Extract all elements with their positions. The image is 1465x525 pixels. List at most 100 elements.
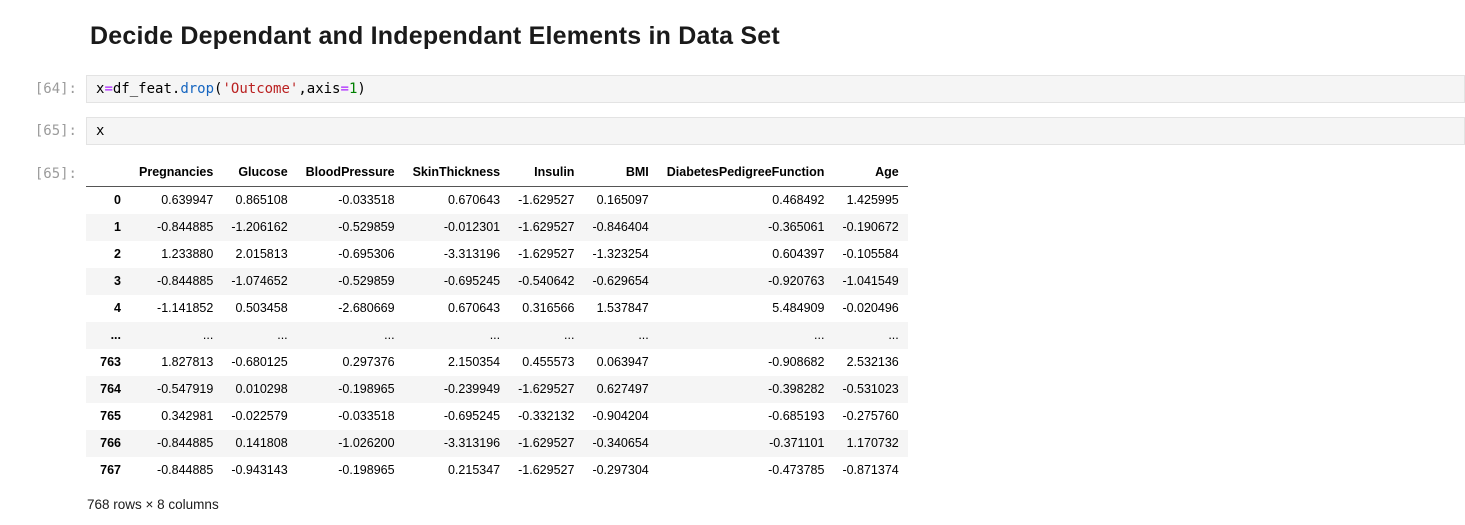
- code-token-plain: x: [96, 81, 105, 97]
- table-cell: -0.275760: [842, 409, 899, 423]
- index-header-cell: [86, 159, 130, 187]
- table-cell: -0.844885: [157, 436, 214, 450]
- table-cell: -1.323254: [592, 247, 649, 261]
- table-row: 0 0.639947 0.865108 -0.033518 0.670643 -1.629…: [86, 187, 908, 215]
- table-cell: -1.629527: [518, 436, 575, 450]
- table-cell: 0.141808: [235, 436, 288, 450]
- table-row: 2 1.233880 2.015813 -0.695306 -3.313196 -1.62…: [86, 241, 908, 268]
- table-cell: -0.685193: [768, 409, 825, 423]
- table-cell: -0.020496: [842, 301, 899, 315]
- table-row: 4 -1.141852 0.503458 -2.680669 0.670643 0.316…: [86, 295, 908, 322]
- row-index-cell: 763: [100, 355, 121, 369]
- table-cell: -0.844885: [157, 274, 214, 288]
- table-cell: -0.190672: [842, 220, 899, 234]
- row-index-cell: 766: [100, 436, 121, 450]
- row-index-cell: 3: [114, 274, 121, 288]
- code-token-string: 'Outcome': [222, 81, 299, 97]
- table-cell: -1.629527: [518, 220, 575, 234]
- table-cell: -0.943143: [231, 463, 288, 477]
- table-cell: 0.455573: [522, 355, 575, 369]
- table-cell: 2.150354: [447, 355, 501, 369]
- table-cell: -1.074652: [231, 274, 288, 288]
- code-token-number: 1: [348, 81, 358, 97]
- column-header: SkinThickness: [403, 159, 510, 187]
- table-row: 763 1.827813 -0.680125 0.297376 2.150354 0.45…: [86, 349, 908, 376]
- table-cell: 0.165097: [596, 193, 649, 207]
- table-cell: 0.503458: [235, 301, 288, 315]
- table-row: 1 -0.844885 -1.206162 -0.529859 -0.012301 -1.…: [86, 214, 908, 241]
- code-cells-container: [64]: x=df_feat.drop('Outcome',axis=1) [65…: [0, 75, 1465, 145]
- column-header: Insulin: [509, 159, 584, 187]
- table-row: 767 -0.844885 -0.943143 -0.198965 0.215347 -1…: [86, 457, 908, 484]
- table-cell: -0.022579: [231, 409, 288, 423]
- table-cell: -0.033518: [338, 193, 395, 207]
- notebook-page: Decide Dependant and Independant Element…: [0, 22, 1465, 512]
- table-cell: -1.629527: [518, 463, 575, 477]
- code-token-plain: (: [214, 81, 223, 97]
- table-cell: ...: [202, 328, 214, 342]
- table-cell: 0.063947: [596, 355, 649, 369]
- table-cell: -0.846404: [592, 220, 649, 234]
- code-cell: [65]: x: [0, 117, 1465, 145]
- table-cell: -0.105584: [842, 247, 899, 261]
- table-cell: -1.141852: [157, 301, 214, 315]
- table-cell: -0.365061: [768, 220, 825, 234]
- code-token-plain: x: [96, 123, 105, 139]
- table-cell: -0.371101: [769, 436, 825, 450]
- table-cell: -0.531023: [842, 382, 899, 396]
- table-cell: -2.680669: [338, 301, 395, 315]
- table-row: 764 -0.547919 0.010298 -0.198965 -0.239949 -1…: [86, 376, 908, 403]
- table-cell: 0.342981: [161, 409, 214, 423]
- table-cell: 0.604397: [772, 247, 825, 261]
- code-token-plain: .: [171, 81, 181, 97]
- code-token-function: drop: [180, 81, 215, 97]
- table-cell: -1.629527: [518, 247, 575, 261]
- code-token-operator: =: [104, 81, 113, 97]
- table-cell: -0.340654: [592, 436, 649, 450]
- table-cell: ...: [277, 328, 288, 342]
- table-cell: -1.629527: [518, 193, 575, 207]
- table-cell: -0.680125: [231, 355, 288, 369]
- table-cell: -0.547919: [157, 382, 214, 396]
- row-index-cell: 4: [114, 301, 121, 315]
- table-cell: -0.920763: [768, 274, 825, 288]
- table-cell: 1.827813: [161, 355, 214, 369]
- table-cell: 2.015813: [235, 247, 288, 261]
- table-cell: 0.865108: [235, 193, 288, 207]
- dataframe-body: 0 0.639947 0.865108 -0.033518 0.670643 -1.629…: [86, 187, 908, 485]
- row-index-cell: 2: [114, 247, 121, 261]
- table-cell: ...: [814, 328, 825, 342]
- table-cell: 1.425995: [846, 193, 899, 207]
- table-cell: -3.313196: [443, 247, 501, 261]
- output-area: [65]: Pregnancies Glucose BloodPressure Ski…: [0, 159, 1465, 512]
- code-token-operator: =: [340, 81, 349, 97]
- dataframe-table: Pregnancies Glucose BloodPressure SkinThick…: [86, 159, 908, 484]
- table-cell: -0.904204: [592, 409, 649, 423]
- row-index-cell: 1: [114, 220, 121, 234]
- table-cell: ...: [564, 328, 575, 342]
- code-editor[interactable]: x=df_feat.drop('Outcome',axis=1): [86, 75, 1465, 103]
- column-header: Pregnancies: [130, 159, 223, 187]
- table-row: 766 -0.844885 0.141808 -1.026200 -3.313196 -1…: [86, 430, 908, 457]
- table-row: ...........................: [86, 322, 908, 349]
- code-editor[interactable]: x: [86, 117, 1465, 145]
- row-index-cell: 0: [114, 193, 121, 207]
- dataframe-shape-label: 768 rows × 8 columns: [87, 497, 219, 512]
- table-cell: 0.010298: [235, 382, 288, 396]
- table-cell: -0.239949: [443, 382, 501, 396]
- table-row: 3 -0.844885 -1.074652 -0.529859 -0.695245 -0.…: [86, 268, 908, 295]
- row-index-cell: 764: [100, 382, 121, 396]
- table-cell: -0.198965: [338, 463, 395, 477]
- table-cell: -0.540642: [518, 274, 575, 288]
- table-cell: -0.629654: [592, 274, 649, 288]
- table-cell: -3.313196: [443, 436, 501, 450]
- column-header: Glucose: [222, 159, 297, 187]
- table-cell: -0.033518: [338, 409, 395, 423]
- table-cell: 2.532136: [846, 355, 899, 369]
- table-cell: ...: [888, 328, 899, 342]
- table-cell: 0.670643: [447, 301, 501, 315]
- table-cell: 0.297376: [342, 355, 395, 369]
- column-header: DiabetesPedigreeFunction: [657, 159, 834, 187]
- code-token-plain: ): [357, 81, 366, 97]
- input-prompt: [65]:: [34, 123, 77, 139]
